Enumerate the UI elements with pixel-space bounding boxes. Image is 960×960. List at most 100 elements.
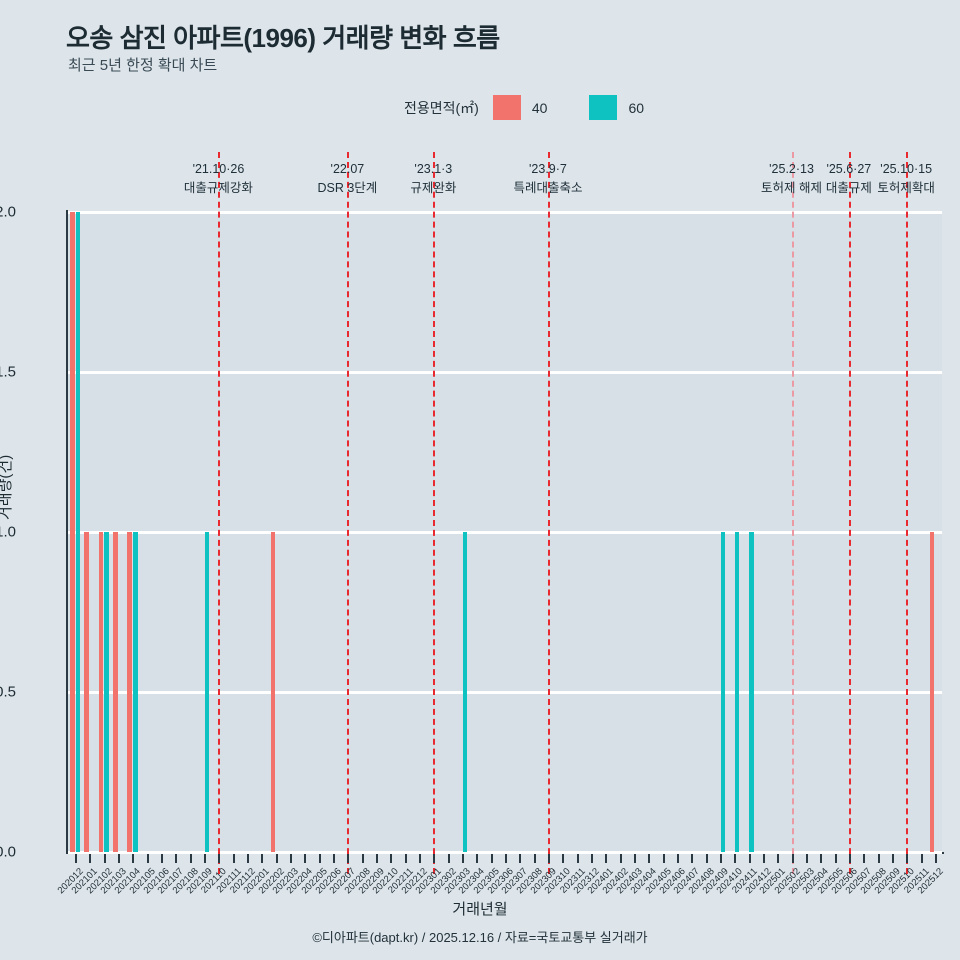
bar-202101-40[interactable] bbox=[84, 532, 89, 852]
x-axis-tickmark bbox=[791, 854, 794, 863]
x-axis-tickmark bbox=[118, 854, 121, 863]
annotation-note: 토허제확대 bbox=[877, 181, 935, 196]
annotation-line-202110 bbox=[218, 152, 221, 874]
annotation-note: 대출규제강화 bbox=[183, 181, 253, 196]
bar-202411-60[interactable] bbox=[749, 532, 754, 852]
x-axis-tickmark bbox=[376, 854, 379, 863]
x-axis-tickmark bbox=[204, 854, 207, 863]
bar-202012-40[interactable] bbox=[70, 212, 75, 852]
bar-202109-60[interactable] bbox=[204, 532, 210, 852]
annotation-line-202301 bbox=[433, 152, 436, 874]
annotation-date: '23.1·3 bbox=[414, 162, 453, 176]
plot-area bbox=[68, 152, 942, 874]
legend-swatch-40 bbox=[492, 95, 521, 120]
annotation-label-202510: '25.10·15 토허제확대 bbox=[877, 160, 935, 199]
y-axis-tick: 0.0 bbox=[0, 843, 16, 861]
x-axis-tickmark bbox=[877, 854, 880, 863]
gridline bbox=[68, 370, 942, 374]
x-axis-tickmark bbox=[462, 854, 465, 863]
gridline bbox=[68, 530, 942, 534]
x-axis-tickmark bbox=[476, 854, 479, 863]
bar-202012-60[interactable] bbox=[75, 212, 81, 852]
annotation-date: '21.10·26 bbox=[192, 162, 245, 176]
annotation-note: 대출규제 bbox=[825, 181, 872, 196]
x-axis-tickmark bbox=[547, 854, 550, 863]
x-axis-tickmark bbox=[906, 854, 909, 863]
annotation-line-202510 bbox=[906, 152, 909, 874]
legend-swatch-60 bbox=[589, 95, 618, 120]
x-axis-tickmark bbox=[161, 854, 164, 863]
y-axis-label: 거래량(건) bbox=[0, 454, 14, 520]
x-axis-tickmark bbox=[390, 854, 393, 863]
bar-202409-60[interactable] bbox=[720, 532, 726, 852]
x-axis-tickmark bbox=[132, 854, 135, 863]
x-axis-tickmark bbox=[863, 854, 866, 863]
x-axis-tickmark bbox=[533, 854, 536, 863]
annotation-note: 특례대출축소 bbox=[513, 181, 583, 196]
legend-entry-40: 40 bbox=[492, 95, 548, 120]
bar-202410-60[interactable] bbox=[734, 532, 740, 852]
bar-202104-60[interactable] bbox=[133, 532, 138, 852]
x-axis-tickmark bbox=[662, 854, 665, 863]
y-axis-tick: 2.0 bbox=[0, 203, 16, 221]
x-axis-tickmark bbox=[605, 854, 608, 863]
x-axis-tickmark bbox=[619, 854, 622, 863]
annotation-line-202506 bbox=[848, 152, 851, 874]
bar-202102-40[interactable] bbox=[98, 532, 104, 852]
annotation-label-202502: '25.2·13 토허제 해제 bbox=[761, 160, 822, 199]
annotation-date: '25.2·13 bbox=[769, 162, 814, 176]
x-axis-tickmark bbox=[848, 854, 851, 863]
x-axis-tickmark bbox=[834, 854, 837, 863]
page-subtitle: 최근 5년 한정 확대 차트 bbox=[68, 57, 218, 74]
x-axis-tickmark bbox=[404, 854, 407, 863]
x-axis-tickmark bbox=[333, 854, 336, 863]
chart-footer: ©디아파트(dapt.kr) / 2025.12.16 / 자료=국토교통부 실… bbox=[312, 930, 648, 945]
bar-202202-40[interactable] bbox=[270, 532, 276, 852]
x-axis-tickmark bbox=[576, 854, 579, 863]
annotation-note: 규제완화 bbox=[410, 181, 457, 196]
annotation-date: '23.9·7 bbox=[529, 162, 567, 176]
annotation-date: '25.10·15 bbox=[880, 162, 933, 176]
x-axis-tickmark bbox=[934, 854, 937, 863]
x-axis-tickmark bbox=[447, 854, 450, 863]
bar-202512-40[interactable] bbox=[929, 532, 935, 852]
x-axis-tickmark bbox=[820, 854, 823, 863]
bar-202104-40[interactable] bbox=[127, 532, 132, 852]
x-axis-tickmark bbox=[361, 854, 364, 863]
bar-202103-40[interactable] bbox=[113, 532, 118, 852]
gridline bbox=[68, 210, 942, 214]
x-axis-tickmark bbox=[590, 854, 593, 863]
annotation-label-202110: '21.10·26 대출규제강화 bbox=[184, 160, 253, 199]
x-axis-tickmark bbox=[75, 854, 78, 863]
gridline bbox=[68, 850, 942, 854]
x-axis-tickmark bbox=[691, 854, 694, 863]
x-axis-tickmark bbox=[247, 854, 250, 863]
x-axis-tickmark bbox=[261, 854, 264, 863]
x-axis-tickmark bbox=[633, 854, 636, 863]
x-axis-tickmark bbox=[734, 854, 737, 863]
x-axis-tickmark bbox=[748, 854, 751, 863]
legend-label-40: 40 bbox=[531, 99, 548, 116]
bar-202102-60[interactable] bbox=[104, 532, 109, 852]
annotation-label-202506: '25.6·27 대출규제 bbox=[826, 160, 872, 199]
annotation-date: '22.07 bbox=[330, 162, 365, 176]
y-axis-line bbox=[66, 210, 68, 854]
x-axis-tickmark bbox=[175, 854, 178, 863]
x-axis-tickmark bbox=[290, 854, 293, 863]
legend-entry-60: 60 bbox=[589, 95, 644, 120]
x-axis-tickmark bbox=[232, 854, 235, 863]
bar-202303-60[interactable] bbox=[462, 532, 468, 852]
x-axis-tickmark bbox=[275, 854, 278, 863]
y-axis-tick: 1.5 bbox=[0, 363, 16, 381]
annotation-date: '25.6·27 bbox=[826, 162, 872, 176]
x-axis-label: 거래년월 bbox=[452, 901, 508, 918]
x-axis-tickmark bbox=[891, 854, 894, 863]
annotation-line-202207 bbox=[347, 152, 350, 874]
x-axis-tickmark bbox=[805, 854, 808, 863]
x-axis-tickmark bbox=[103, 854, 106, 863]
x-axis-tickmark bbox=[777, 854, 780, 863]
x-axis-tickmark bbox=[419, 854, 422, 863]
x-axis-tickmark bbox=[347, 854, 350, 863]
x-axis-tickmark bbox=[705, 854, 708, 863]
page-title: 오송 삼진 아파트(1996) 거래량 변화 흐름 bbox=[66, 23, 500, 53]
